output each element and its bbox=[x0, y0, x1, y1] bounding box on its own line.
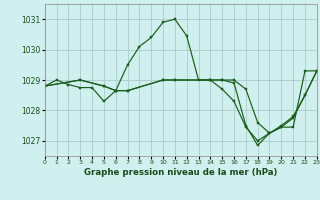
X-axis label: Graphe pression niveau de la mer (hPa): Graphe pression niveau de la mer (hPa) bbox=[84, 168, 277, 177]
